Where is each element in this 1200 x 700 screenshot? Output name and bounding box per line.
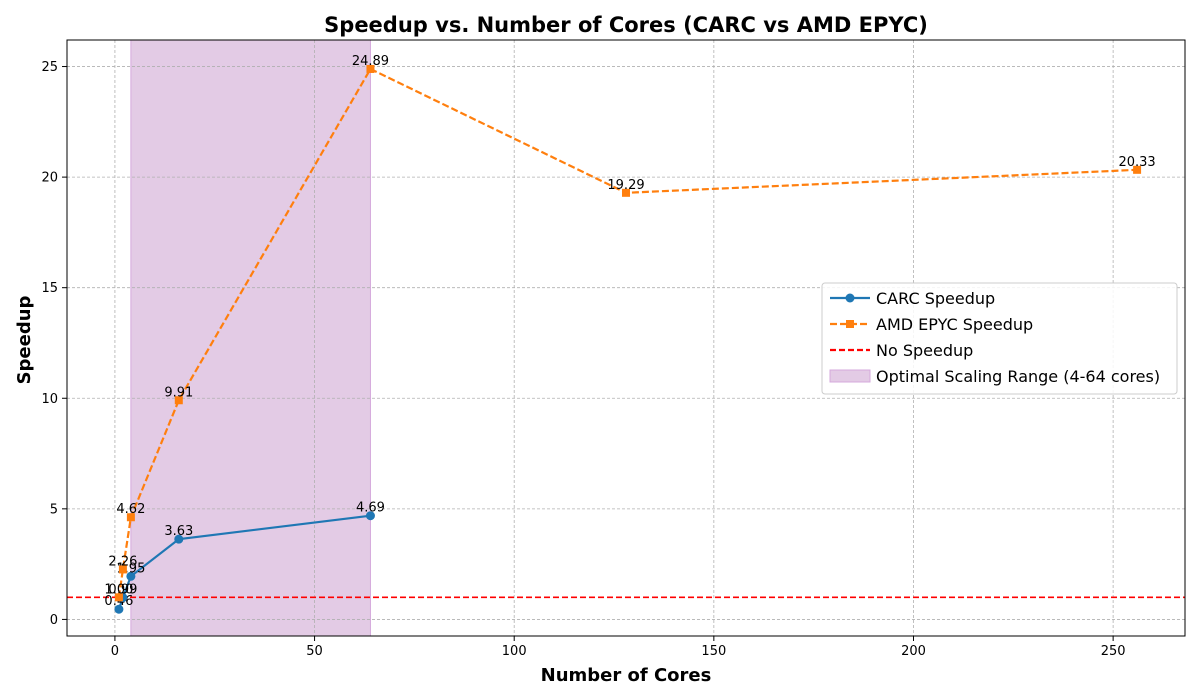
data-point [174,396,183,405]
data-point [1133,165,1142,174]
y-tick-label: 5 [50,502,58,517]
data-point [365,511,375,521]
data-label: 19.29 [607,178,644,193]
data-label: 24.89 [352,54,389,69]
data-label: 2.26 [108,554,137,569]
y-tick-label: 25 [41,60,58,75]
y-tick-label: 10 [41,392,58,407]
x-tick-label: 50 [306,644,323,659]
shaded-region [130,39,371,637]
data-label: 1.00 [104,582,133,597]
data-point [114,604,124,614]
data-label: 4.69 [356,501,385,516]
data-point [622,188,630,197]
x-tick-label: 150 [701,644,726,659]
chart-title: Speedup vs. Number of Cores (CARC vs AMD… [324,13,928,37]
x-tick-label: 200 [901,644,926,659]
x-tick-label: 250 [1101,644,1126,659]
data-point [118,565,127,574]
y-tick-label: 20 [41,171,58,186]
x-tick-label: 0 [111,644,119,659]
data-label: 3.63 [164,524,193,539]
legend: CARC Speedup AMD EPYC Speedup No Speedup Op… [821,282,1178,395]
legend-swatch [829,369,871,383]
x-axis-label: Number of Cores [541,665,712,686]
data-point [174,534,184,544]
data-point [114,593,123,602]
legend-label: No Speedup [876,341,973,360]
legend-marker [846,320,854,328]
y-tick-label: 15 [41,281,58,296]
legend-label: Optimal Scaling Range (4-64 cores) [876,367,1160,386]
y-axis-label: Speedup [14,295,35,384]
data-point [366,64,375,73]
legend-label: CARC Speedup [876,289,995,308]
legend-label: AMD EPYC Speedup [876,315,1033,334]
data-label: 4.62 [116,502,145,517]
y-tick-label: 0 [50,613,58,628]
data-point [126,513,135,522]
legend-box [821,282,1178,395]
data-label: 9.91 [164,385,193,400]
data-point [126,571,136,581]
plot-frame [66,39,1186,637]
legend-marker [845,293,855,303]
data-label: 20.33 [1118,155,1155,170]
x-tick-label: 100 [502,644,527,659]
